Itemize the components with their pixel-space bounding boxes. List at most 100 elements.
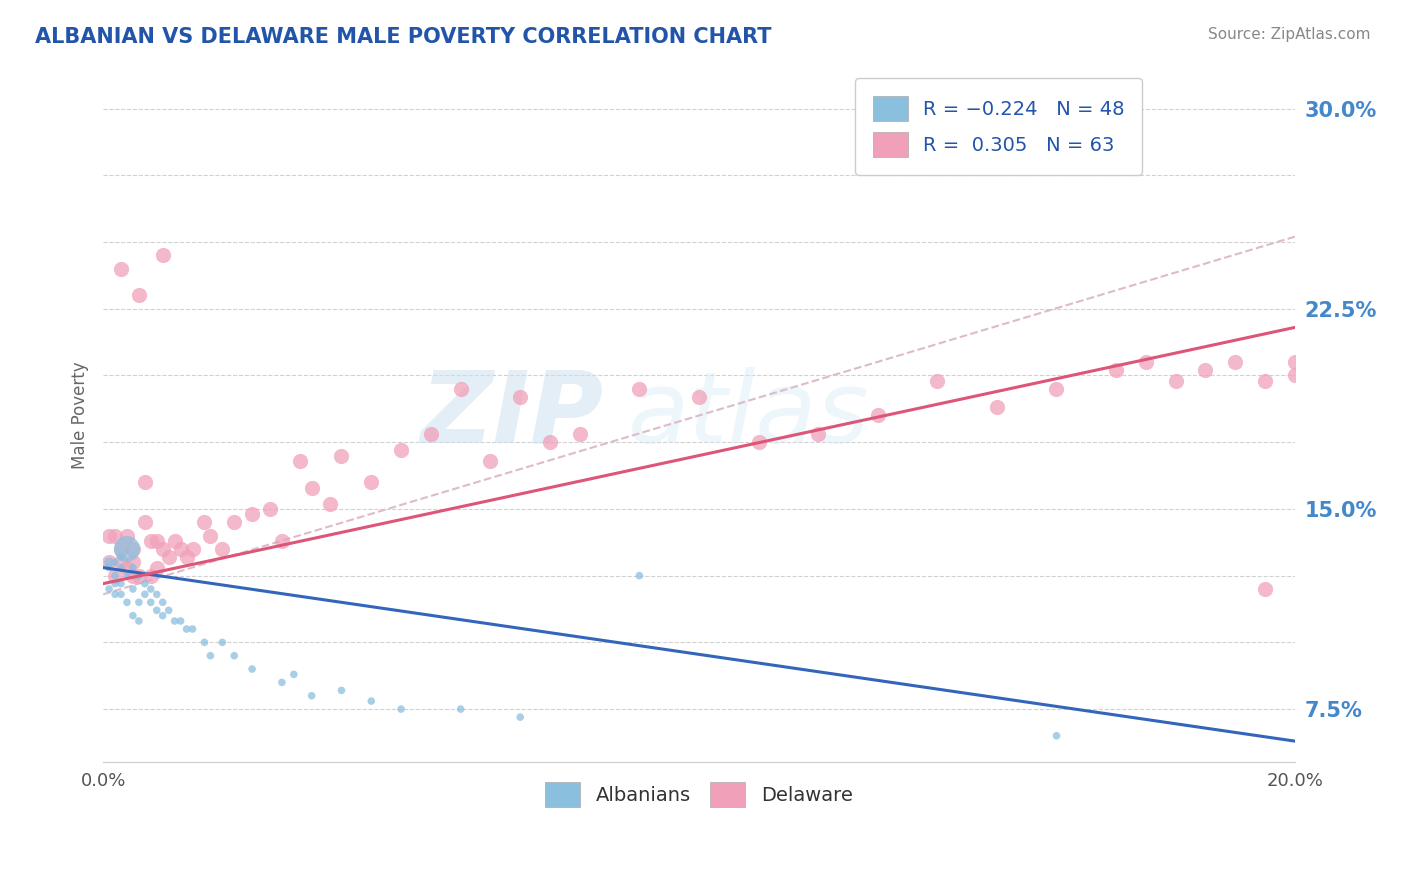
Point xyxy=(115,541,138,556)
Point xyxy=(145,560,167,574)
Point xyxy=(270,533,292,548)
Point xyxy=(927,374,949,388)
Point xyxy=(211,541,233,556)
Point xyxy=(1105,363,1128,377)
Point xyxy=(986,401,1008,415)
Point xyxy=(169,541,191,556)
Point xyxy=(1254,374,1277,388)
Point xyxy=(360,694,382,708)
Point xyxy=(139,595,162,609)
Point xyxy=(301,481,323,495)
Point xyxy=(450,382,472,396)
Point xyxy=(157,549,180,564)
Point xyxy=(104,555,127,569)
Point xyxy=(152,248,174,262)
Point xyxy=(1194,363,1216,377)
Point xyxy=(98,560,121,574)
Text: ALBANIAN VS DELAWARE MALE POVERTY CORRELATION CHART: ALBANIAN VS DELAWARE MALE POVERTY CORREL… xyxy=(35,27,772,46)
Point xyxy=(283,667,305,681)
Legend: Albanians, Delaware: Albanians, Delaware xyxy=(537,774,860,815)
Point xyxy=(176,549,198,564)
Point xyxy=(1135,355,1157,369)
Point xyxy=(104,576,127,591)
Point xyxy=(193,515,215,529)
Point xyxy=(270,675,292,690)
Point xyxy=(163,614,186,628)
Text: Source: ZipAtlas.com: Source: ZipAtlas.com xyxy=(1208,27,1371,42)
Y-axis label: Male Poverty: Male Poverty xyxy=(72,361,89,469)
Point xyxy=(748,435,770,450)
Point xyxy=(128,568,150,582)
Point xyxy=(122,568,145,582)
Point xyxy=(330,449,353,463)
Point xyxy=(688,390,710,404)
Point xyxy=(122,560,145,574)
Point xyxy=(152,595,174,609)
Point xyxy=(139,533,162,548)
Point xyxy=(163,533,186,548)
Point xyxy=(122,541,145,556)
Point xyxy=(98,582,121,596)
Point xyxy=(110,261,132,276)
Point xyxy=(110,555,132,569)
Point xyxy=(200,528,222,542)
Point xyxy=(115,528,138,542)
Point xyxy=(318,497,340,511)
Point xyxy=(98,555,121,569)
Point xyxy=(181,541,204,556)
Point xyxy=(568,427,591,442)
Point xyxy=(240,508,263,522)
Point xyxy=(240,662,263,676)
Point xyxy=(1164,374,1187,388)
Point xyxy=(134,475,156,490)
Point xyxy=(110,541,132,556)
Point xyxy=(1284,355,1306,369)
Point xyxy=(169,614,191,628)
Point xyxy=(122,608,145,623)
Point xyxy=(104,568,127,582)
Point xyxy=(1045,382,1067,396)
Point xyxy=(538,435,561,450)
Point xyxy=(200,648,222,663)
Point xyxy=(145,603,167,617)
Point xyxy=(866,409,889,423)
Point xyxy=(288,454,311,468)
Point xyxy=(224,515,246,529)
Point xyxy=(122,582,145,596)
Point xyxy=(628,382,651,396)
Point xyxy=(1254,582,1277,596)
Point xyxy=(330,683,353,698)
Point xyxy=(157,603,180,617)
Point xyxy=(193,635,215,649)
Point xyxy=(115,560,138,574)
Point xyxy=(509,710,531,724)
Point xyxy=(224,648,246,663)
Point xyxy=(128,288,150,302)
Point xyxy=(419,427,441,442)
Point xyxy=(104,568,127,582)
Point xyxy=(110,576,132,591)
Point xyxy=(110,549,132,564)
Point xyxy=(1225,355,1247,369)
Point xyxy=(360,475,382,490)
Point xyxy=(122,555,145,569)
Point xyxy=(104,528,127,542)
Point xyxy=(128,614,150,628)
Point xyxy=(134,587,156,601)
Point xyxy=(134,576,156,591)
Point xyxy=(145,533,167,548)
Point xyxy=(628,568,651,582)
Point xyxy=(145,587,167,601)
Point xyxy=(152,608,174,623)
Point xyxy=(259,502,281,516)
Point xyxy=(139,582,162,596)
Point xyxy=(128,595,150,609)
Point xyxy=(98,555,121,569)
Point xyxy=(1045,729,1067,743)
Point xyxy=(115,568,138,582)
Text: atlas: atlas xyxy=(627,367,869,464)
Point xyxy=(479,454,502,468)
Point xyxy=(176,622,198,636)
Point xyxy=(301,689,323,703)
Point xyxy=(110,560,132,574)
